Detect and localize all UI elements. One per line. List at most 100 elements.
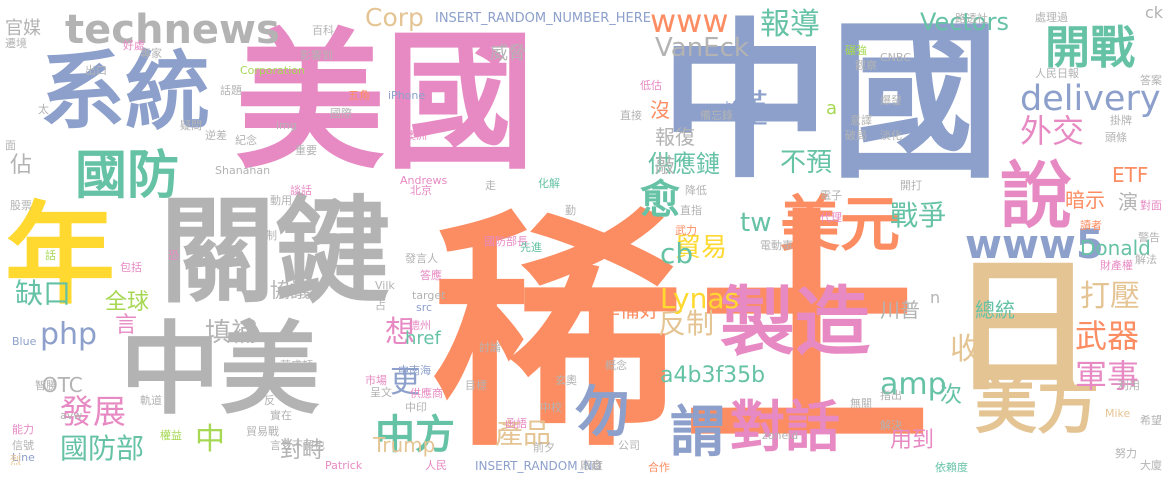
word-102: 中南海 [398, 364, 431, 377]
word-39: php [40, 317, 98, 352]
word-88: avw [60, 409, 83, 422]
word-38: Lynas [660, 282, 740, 315]
word-93: _blank [720, 99, 756, 112]
word-73: a [826, 98, 838, 119]
word-96: 國防部長 [484, 235, 528, 248]
word-116: 先進 [520, 241, 542, 254]
word-65: Trump [373, 433, 436, 457]
word-154: 前夕 [533, 441, 555, 454]
word-90: src [416, 301, 433, 314]
word-45: VanEck [655, 33, 749, 63]
word-98: 備忘錄 [700, 109, 733, 122]
word-156: 希望 [1140, 414, 1162, 427]
word-143: 信號 [12, 439, 34, 452]
word-112: 路透社 [955, 12, 988, 25]
word-78: INSERT_RANDOM_NU [475, 459, 602, 473]
word-11: 美元 [780, 190, 900, 260]
word-16: technews [65, 7, 280, 53]
word-147: 實在 [270, 409, 292, 422]
word-125: 出口 [85, 64, 107, 77]
word-51: cb [660, 237, 694, 270]
word-8: 製造 [720, 278, 871, 366]
word-111: 玄奧 [555, 374, 577, 387]
word-148: 市場 [365, 374, 387, 387]
word-35: 貿易 [675, 233, 728, 263]
word-89: target [412, 289, 446, 302]
word-144: 烈 [10, 454, 21, 467]
word-136: 面 [5, 139, 16, 152]
word-131: 談話 [290, 184, 312, 197]
word-186: 重要 [295, 144, 317, 157]
word-157: 努力 [1115, 447, 1137, 460]
word-110: 百科 [312, 24, 334, 37]
word-97: 人民日報 [1035, 67, 1079, 80]
word-9: 美方 [975, 369, 1100, 442]
word-119: 代理 [820, 211, 842, 224]
word-138: 話 [45, 249, 56, 262]
word-47: 供應鏈 [648, 150, 720, 178]
word-126: 遷境 [5, 37, 27, 50]
word-46: Vectors [920, 8, 1009, 36]
word-100: 依賴度 [935, 461, 968, 474]
word-56: 佔 [10, 153, 33, 178]
word-59: ETF [1112, 163, 1149, 187]
word-176: 化解 [538, 177, 560, 190]
word-188: 廠商 [580, 459, 602, 472]
word-57: 言 [115, 313, 138, 338]
word-70: 威脅 [490, 43, 526, 64]
word-105: 供應商 [410, 387, 443, 400]
word-69: 報復 [655, 125, 695, 149]
word-71: 沒 [650, 98, 670, 122]
word-168: 解法 [1135, 253, 1157, 266]
word-74: n [930, 288, 941, 307]
word-28: 打壓 [1080, 279, 1140, 314]
word-108: 德州 [409, 319, 431, 332]
word-52: OTC [42, 373, 83, 397]
word-103: 華盛頓 [280, 359, 313, 372]
word-33: 戰爭 [890, 199, 947, 232]
word-132: 動用 [270, 194, 292, 207]
word-118: 電子 [820, 189, 842, 202]
word-117: 答應 [420, 269, 442, 282]
word-83: Corporation [240, 64, 305, 77]
word-44: Corp [365, 3, 424, 32]
word-64: Donald [1080, 236, 1151, 260]
word-113: 爆發 [880, 94, 902, 107]
word-82: CNBC [880, 51, 911, 64]
word-81: Andrews [400, 174, 448, 187]
word-172: 直接 [620, 109, 642, 122]
word-25: 僅 [730, 87, 769, 131]
word-12: 國防 [75, 146, 180, 206]
word-175: 武力 [675, 224, 697, 237]
word-169: 警告 [1138, 231, 1160, 244]
word-120: 讀者 [1080, 219, 1102, 232]
word-18: 勿 [575, 380, 631, 444]
word-122: 破局 [845, 129, 867, 142]
word-86: Blue [12, 335, 37, 348]
word-171: 低估 [640, 79, 662, 92]
word-124: 影響到 [300, 49, 333, 62]
word-189: 公司 [618, 439, 640, 452]
word-123: 言之不預也 [270, 439, 325, 452]
word-84: Patrick [325, 459, 363, 472]
word-1: 中國 [660, 4, 1001, 202]
word-22: 報導 [760, 7, 820, 42]
word-159: 利用 [1118, 379, 1140, 392]
word-34: 不預 [780, 148, 833, 178]
word-20: delivery [1020, 79, 1161, 119]
word-31: 國防部 [60, 432, 145, 465]
word-146: 權益 [160, 429, 182, 442]
word-17: 中方 [375, 412, 455, 458]
word-60: 演 [1118, 190, 1138, 214]
word-43: 中 [195, 422, 225, 457]
word-101: 財產權 [1100, 259, 1133, 272]
word-62: 總統 [975, 298, 1015, 322]
word-3: 關鍵 [160, 185, 391, 319]
word-183: 度 [592, 459, 603, 472]
word-130: 紀念 [235, 134, 257, 147]
word-26: 武器 [1075, 317, 1140, 355]
word-87: Line [12, 451, 35, 464]
word-163: 頭條 [1105, 131, 1127, 144]
word-40: 缺口 [15, 277, 72, 310]
word-37: amp [880, 367, 947, 402]
